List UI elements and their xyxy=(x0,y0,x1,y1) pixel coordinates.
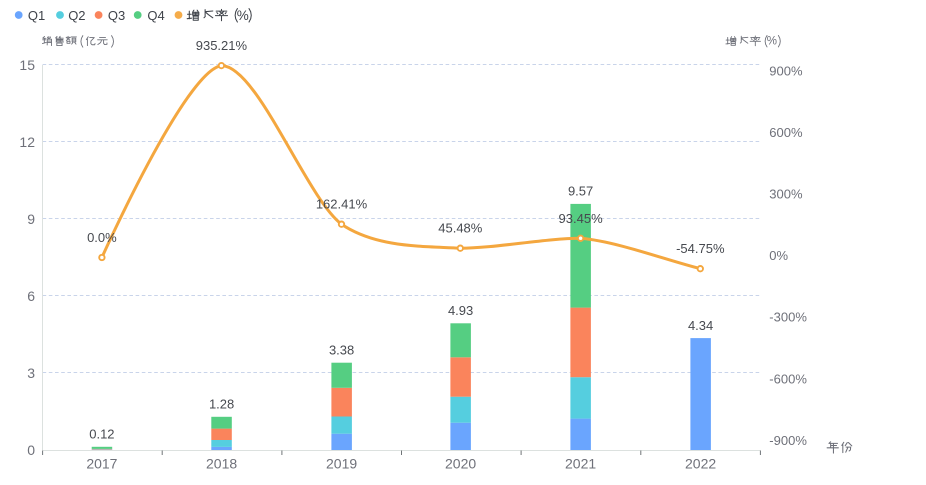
svg-text:300%: 300% xyxy=(769,187,803,202)
svg-text:12: 12 xyxy=(19,134,35,150)
svg-text:4.34: 4.34 xyxy=(688,318,713,333)
svg-text:93.45%: 93.45% xyxy=(559,211,604,226)
svg-text:-900%: -900% xyxy=(769,433,807,448)
svg-text:6: 6 xyxy=(27,288,35,304)
svg-text:0.0%: 0.0% xyxy=(87,230,117,245)
svg-text:Q1: Q1 xyxy=(28,8,45,23)
svg-text:0.12: 0.12 xyxy=(89,427,114,442)
svg-text:Q2: Q2 xyxy=(68,8,85,23)
svg-text:2018: 2018 xyxy=(206,456,237,472)
svg-text:600%: 600% xyxy=(769,125,803,140)
svg-text:2020: 2020 xyxy=(445,456,476,472)
svg-text:0%: 0% xyxy=(769,248,788,263)
svg-text:%: % xyxy=(237,8,249,23)
svg-text:2022: 2022 xyxy=(685,456,716,472)
svg-text:2021: 2021 xyxy=(565,456,596,472)
svg-text:Q4: Q4 xyxy=(147,8,164,23)
svg-text:15: 15 xyxy=(19,57,35,73)
svg-text:3: 3 xyxy=(27,365,35,381)
svg-text:935.21%: 935.21% xyxy=(196,38,248,53)
svg-text:900%: 900% xyxy=(769,63,803,78)
svg-text:45.48%: 45.48% xyxy=(438,221,483,236)
svg-text:Q3: Q3 xyxy=(108,8,125,23)
svg-text:4.93: 4.93 xyxy=(448,303,473,318)
svg-text:1.28: 1.28 xyxy=(209,397,234,412)
svg-text:9: 9 xyxy=(27,211,35,227)
svg-text:162.41%: 162.41% xyxy=(316,197,368,212)
svg-text:9.57: 9.57 xyxy=(568,184,593,199)
svg-text:0: 0 xyxy=(27,442,35,458)
svg-text:2017: 2017 xyxy=(86,456,117,472)
svg-text:%: % xyxy=(767,35,777,47)
svg-text:3.38: 3.38 xyxy=(329,343,354,358)
svg-text:2019: 2019 xyxy=(326,456,357,472)
svg-text:-300%: -300% xyxy=(769,310,807,325)
svg-text:-600%: -600% xyxy=(769,371,807,386)
svg-text:-54.75%: -54.75% xyxy=(676,241,725,256)
